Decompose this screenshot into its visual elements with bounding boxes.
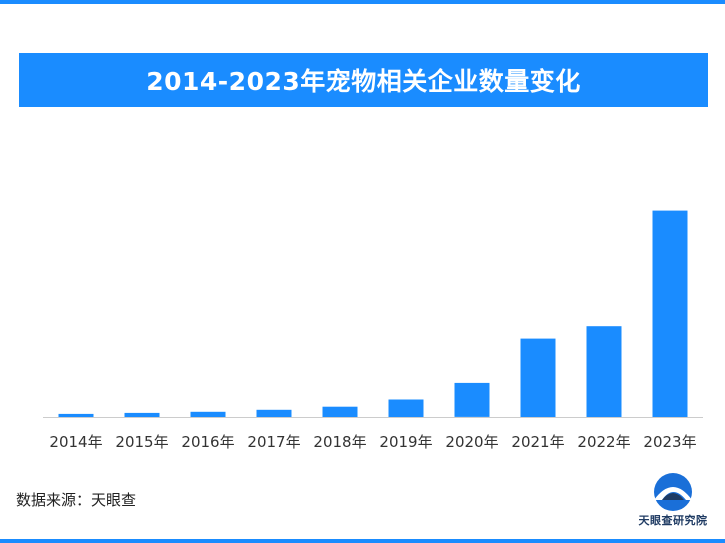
x-tick-label: 2017年 — [247, 433, 300, 451]
publisher-logo: 天眼查研究院 — [628, 470, 718, 532]
bar-2018年 — [322, 406, 358, 417]
chart-title: 2014-2023年宠物相关企业数量变化 — [146, 67, 581, 96]
x-tick-labels: 2014年 2015年 2016年 2017年 2018年 2019年 2020年 2021年… — [49, 433, 696, 451]
x-tick-label: 2022年 — [577, 433, 630, 451]
bottom-rule — [0, 539, 725, 543]
bar-2022年 — [586, 326, 622, 417]
x-tick-label: 2020年 — [445, 433, 498, 451]
x-tick-label: 2015年 — [115, 433, 168, 451]
title-banner: 2014-2023年宠物相关企业数量变化 — [19, 53, 708, 107]
bar-group — [58, 210, 688, 417]
tianyancha-logo-icon — [654, 473, 692, 511]
logo-text: 天眼查研究院 — [638, 514, 708, 527]
x-tick-label: 2019年 — [379, 433, 432, 451]
top-rule — [0, 0, 725, 4]
x-tick-label: 2018年 — [313, 433, 366, 451]
x-tick-label: 2016年 — [181, 433, 234, 451]
bar-2015年 — [124, 412, 160, 417]
bar-2021年 — [520, 338, 556, 417]
x-tick-label: 2023年 — [643, 433, 696, 451]
x-tick-label: 2014年 — [49, 433, 102, 451]
x-tick-label: 2021年 — [511, 433, 564, 451]
bar-2023年 — [652, 210, 688, 417]
bar-2014年 — [58, 413, 94, 417]
bar-2017年 — [256, 409, 292, 417]
bar-2019年 — [388, 399, 424, 417]
bar-2016年 — [190, 411, 226, 417]
bar-2020年 — [454, 382, 490, 417]
data-source: 数据来源：天眼查 — [16, 491, 137, 509]
